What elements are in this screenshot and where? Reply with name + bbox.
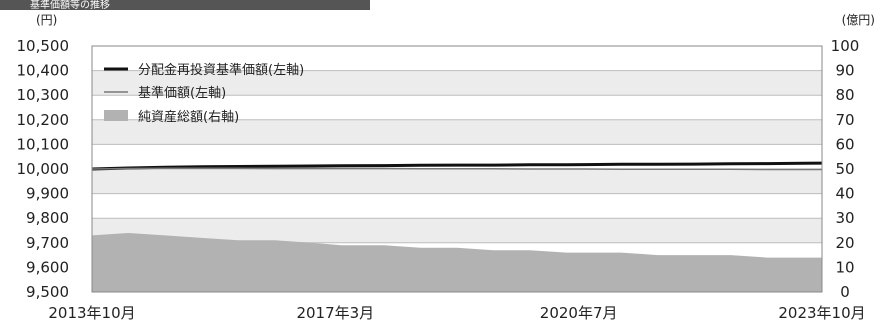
y-right-tick-label: 20 [835,234,854,252]
y-left-tick-label: 10,000 [17,160,70,178]
y-left-tick-label: 10,200 [17,111,70,129]
y-left-tick-label: 9,600 [26,258,69,276]
y-right-tick-label: 60 [835,135,854,153]
y-right-tick-label: 10 [835,258,854,276]
y-left-tick-label: 9,800 [26,209,69,227]
y-left-tick-label: 9,900 [26,185,69,203]
chart-title: 基準価額等の推移 [30,0,110,11]
header-bar [0,0,370,10]
x-tick-label: 2023年10月 [778,304,865,322]
y-right-tick-label: 90 [835,62,854,80]
y-right-unit: (億円) [842,13,875,27]
legend-swatch-net-assets [104,110,128,121]
grid-band [92,119,822,145]
legend-label: 基準価額(左軸) [138,85,226,101]
y-left-tick-label: 9,700 [26,234,69,252]
legend-label: 純資産総額(右軸) [138,109,239,125]
y-left-tick-label: 10,500 [17,37,70,55]
y-right-tick-label: 0 [840,283,850,301]
x-tick-label: 2013年10月 [48,304,135,322]
x-tick-label: 2017年3月 [296,304,374,322]
grid-band [92,218,822,243]
x-tick-label: 2020年7月 [540,304,618,322]
y-right-tick-label: 40 [835,185,854,203]
y-right-tick-label: 70 [835,111,854,129]
y-left-tick-label: 10,100 [17,135,70,153]
series-line-nav [91,167,822,171]
y-left-tick-label: 10,300 [17,86,70,104]
legend-label: 分配金再投資基準価額(左軸) [138,62,304,78]
series-line-reinvested-nav [91,161,823,171]
grid-band [92,70,822,96]
y-right-tick-label: 30 [835,209,854,227]
y-right-tick-label: 80 [835,86,854,104]
grid-band [92,169,822,194]
plot-frame [91,45,823,293]
y-left-unit: (円) [36,13,57,27]
series-area-net-assets [92,233,822,292]
y-right-tick-label: 50 [835,160,854,178]
y-left-tick-label: 10,400 [17,62,70,80]
y-left-tick-label: 9,500 [26,283,69,301]
y-right-tick-label: 100 [831,37,860,55]
